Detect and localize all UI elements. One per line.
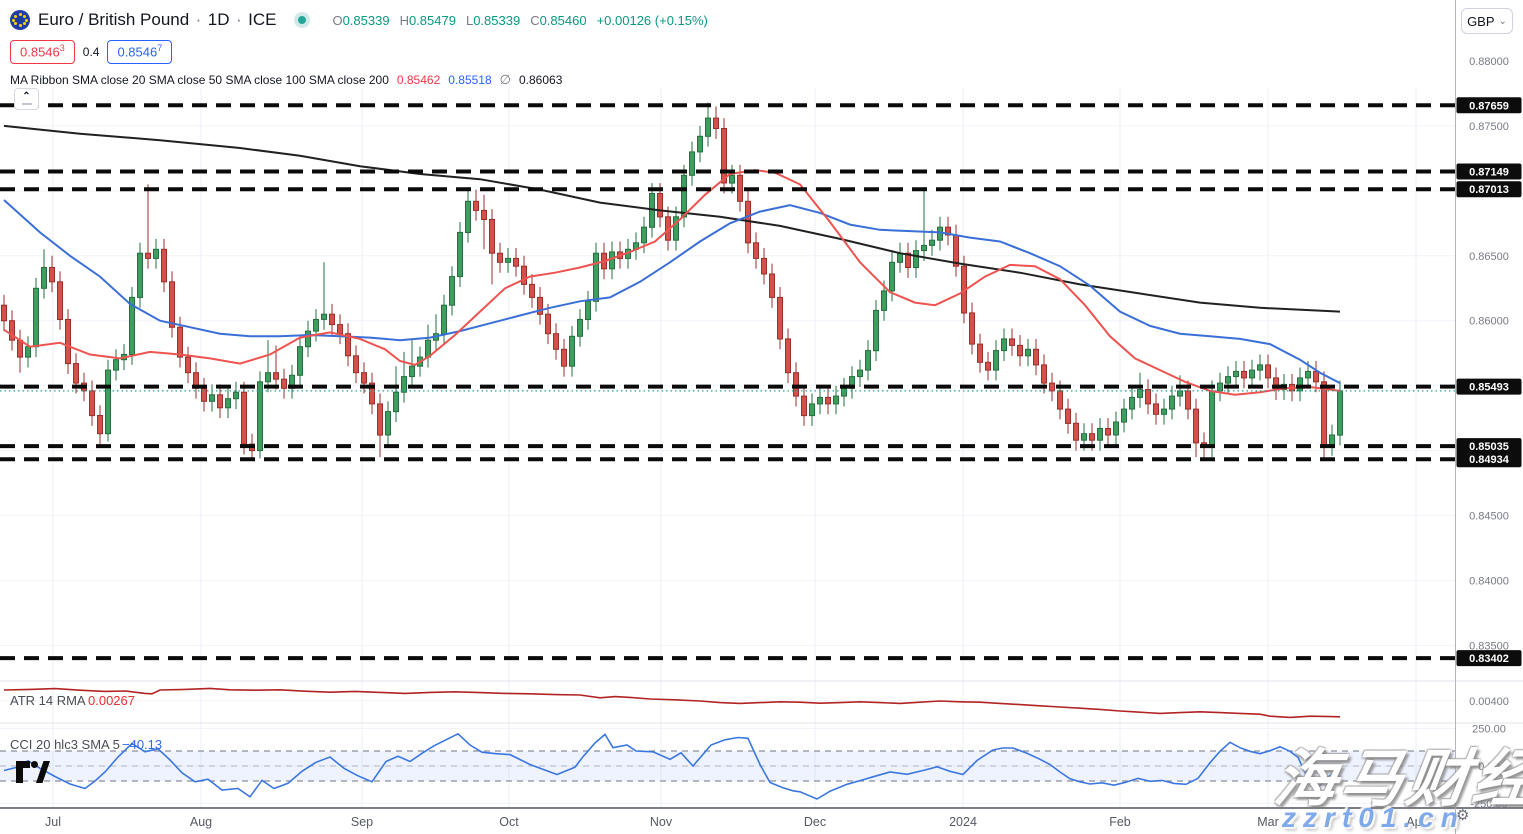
time-axis-label: Apr: [1406, 815, 1425, 829]
open-label: O: [332, 12, 343, 28]
cci-legend[interactable]: CCI 20 hlc3 SMA 5 −40.13: [10, 737, 162, 752]
tradingview-logo[interactable]: [16, 761, 50, 785]
price-level-chip: [1456, 451, 1522, 468]
sma200-value: 0.86063: [518, 73, 563, 87]
time-axis-label: 2024: [949, 815, 977, 829]
buy-price-button[interactable]: 0.85467: [107, 40, 173, 64]
svg-text:0.88000: 0.88000: [1469, 56, 1509, 68]
exchange-label: ICE: [248, 10, 277, 29]
currency-dropdown[interactable]: GBP ⌄: [1461, 8, 1513, 34]
cci-line: [3, 732, 1339, 800]
atr-legend[interactable]: ATR 14 RMA 0.00267: [10, 693, 135, 708]
svg-text:0.86500: 0.86500: [1469, 251, 1509, 263]
chevron-down-icon: ⌄: [1498, 15, 1507, 27]
svg-text:0.87013: 0.87013: [1469, 184, 1509, 196]
svg-text:0.00267: 0.00267: [88, 693, 135, 708]
price-level-chip: [1456, 438, 1522, 455]
svg-text:0.83402: 0.83402: [1469, 653, 1509, 665]
svg-text:0.87659: 0.87659: [1469, 100, 1509, 112]
price-level-lines: [0, 103, 1455, 661]
svg-text:0.86000: 0.86000: [1469, 316, 1509, 328]
low-label: L: [465, 12, 474, 28]
title-separator: ·: [235, 10, 242, 29]
ohlc-readout: O0.85339 H0.85479 L0.85339 C0.85460 +0.0…: [332, 13, 707, 28]
svg-text:0.84934: 0.84934: [1469, 454, 1510, 466]
time-axis-label: Jul: [45, 815, 61, 829]
price-axis[interactable]: 0.88000 0.87500 0.86500 0.86000 0.84500 0.840…: [1456, 56, 1522, 811]
ma-ribbon-legend[interactable]: MA Ribbon SMA close 20 SMA close 50 SMA …: [10, 70, 1455, 90]
svg-text:−40.13: −40.13: [122, 737, 162, 752]
market-status-icon[interactable]: [298, 16, 307, 24]
open-value: 0.85339: [342, 12, 390, 28]
candlestick-series: [1, 102, 1343, 460]
collapse-pane-button[interactable]: ⌃: [14, 88, 39, 110]
ma-ribbon-label: MA Ribbon SMA close 20 SMA close 50 SMA …: [10, 73, 389, 87]
time-axis-label: Oct: [499, 815, 519, 829]
sma200-line: [3, 124, 1341, 313]
sma100-hidden-icon: ∅: [499, 72, 511, 87]
sma20-value: 0.85462: [396, 73, 441, 87]
price-level-chip: [1456, 378, 1522, 395]
svg-text:0.00: 0.00: [1478, 761, 1499, 773]
svg-text:CCI 20 hlc3 SMA 5: CCI 20 hlc3 SMA 5: [10, 737, 120, 752]
svg-text:0.84500: 0.84500: [1469, 511, 1509, 523]
high-label: H: [399, 12, 409, 28]
price-level-chip: [1456, 650, 1522, 667]
svg-text:0.87500: 0.87500: [1469, 121, 1509, 133]
close-label: C: [530, 12, 540, 28]
high-value: 0.85479: [408, 12, 456, 28]
time-axis-label: Sep: [351, 815, 373, 829]
chart-header: Euro / British Pound · 1D · ICE O0.85339…: [0, 0, 1455, 88]
time-axis-label: Aug: [190, 815, 212, 829]
time-axis-label: Feb: [1109, 815, 1131, 829]
spread-value: 0.4: [82, 45, 100, 59]
symbol-title[interactable]: Euro / British Pound · 1D · ICE: [38, 10, 276, 30]
svg-text:0.84000: 0.84000: [1469, 575, 1509, 587]
time-axis-label: Mar: [1257, 815, 1279, 829]
symbol-name: Euro / British Pound: [38, 10, 190, 29]
svg-text:0.87149: 0.87149: [1469, 167, 1509, 179]
low-value: 0.85339: [473, 12, 521, 28]
title-separator: ·: [195, 10, 202, 29]
svg-text:-250.00: -250.00: [1470, 799, 1507, 811]
atr-line: [3, 687, 1341, 719]
collapse-bar-icon: [21, 103, 32, 105]
svg-text:0.83500: 0.83500: [1469, 640, 1509, 652]
svg-text:0.85035: 0.85035: [1469, 441, 1509, 453]
svg-text:0.85493: 0.85493: [1469, 382, 1509, 394]
sma50-line: [3, 199, 1341, 384]
sma50-value: 0.85518: [448, 73, 492, 87]
sell-price-button[interactable]: 0.85463: [10, 40, 75, 64]
interval-label: 1D: [207, 10, 230, 29]
price-level-chip: [1456, 163, 1522, 180]
time-axis-label: Nov: [650, 815, 673, 829]
chevron-up-icon: ⌃: [22, 91, 31, 102]
close-value: 0.85460: [539, 12, 587, 28]
sma20-line: [3, 169, 1341, 396]
scale-settings-gear-icon[interactable]: ⚙: [1456, 807, 1470, 824]
price-level-chip: [1456, 97, 1522, 114]
price-level-chip: [1456, 181, 1522, 198]
change-value: +0.00126 (+0.15%): [596, 12, 708, 28]
currency-label: GBP: [1467, 13, 1495, 29]
symbol-flag-icon: [10, 10, 30, 30]
svg-text:ATR 14 RMA: ATR 14 RMA: [10, 693, 86, 708]
svg-text:0.00400: 0.00400: [1469, 696, 1509, 708]
time-axis-label: Dec: [804, 815, 826, 829]
svg-text:250.00: 250.00: [1472, 724, 1506, 736]
time-axis[interactable]: Jul Aug Sep Oct Nov Dec 2024 Feb Mar Apr: [45, 815, 1426, 829]
